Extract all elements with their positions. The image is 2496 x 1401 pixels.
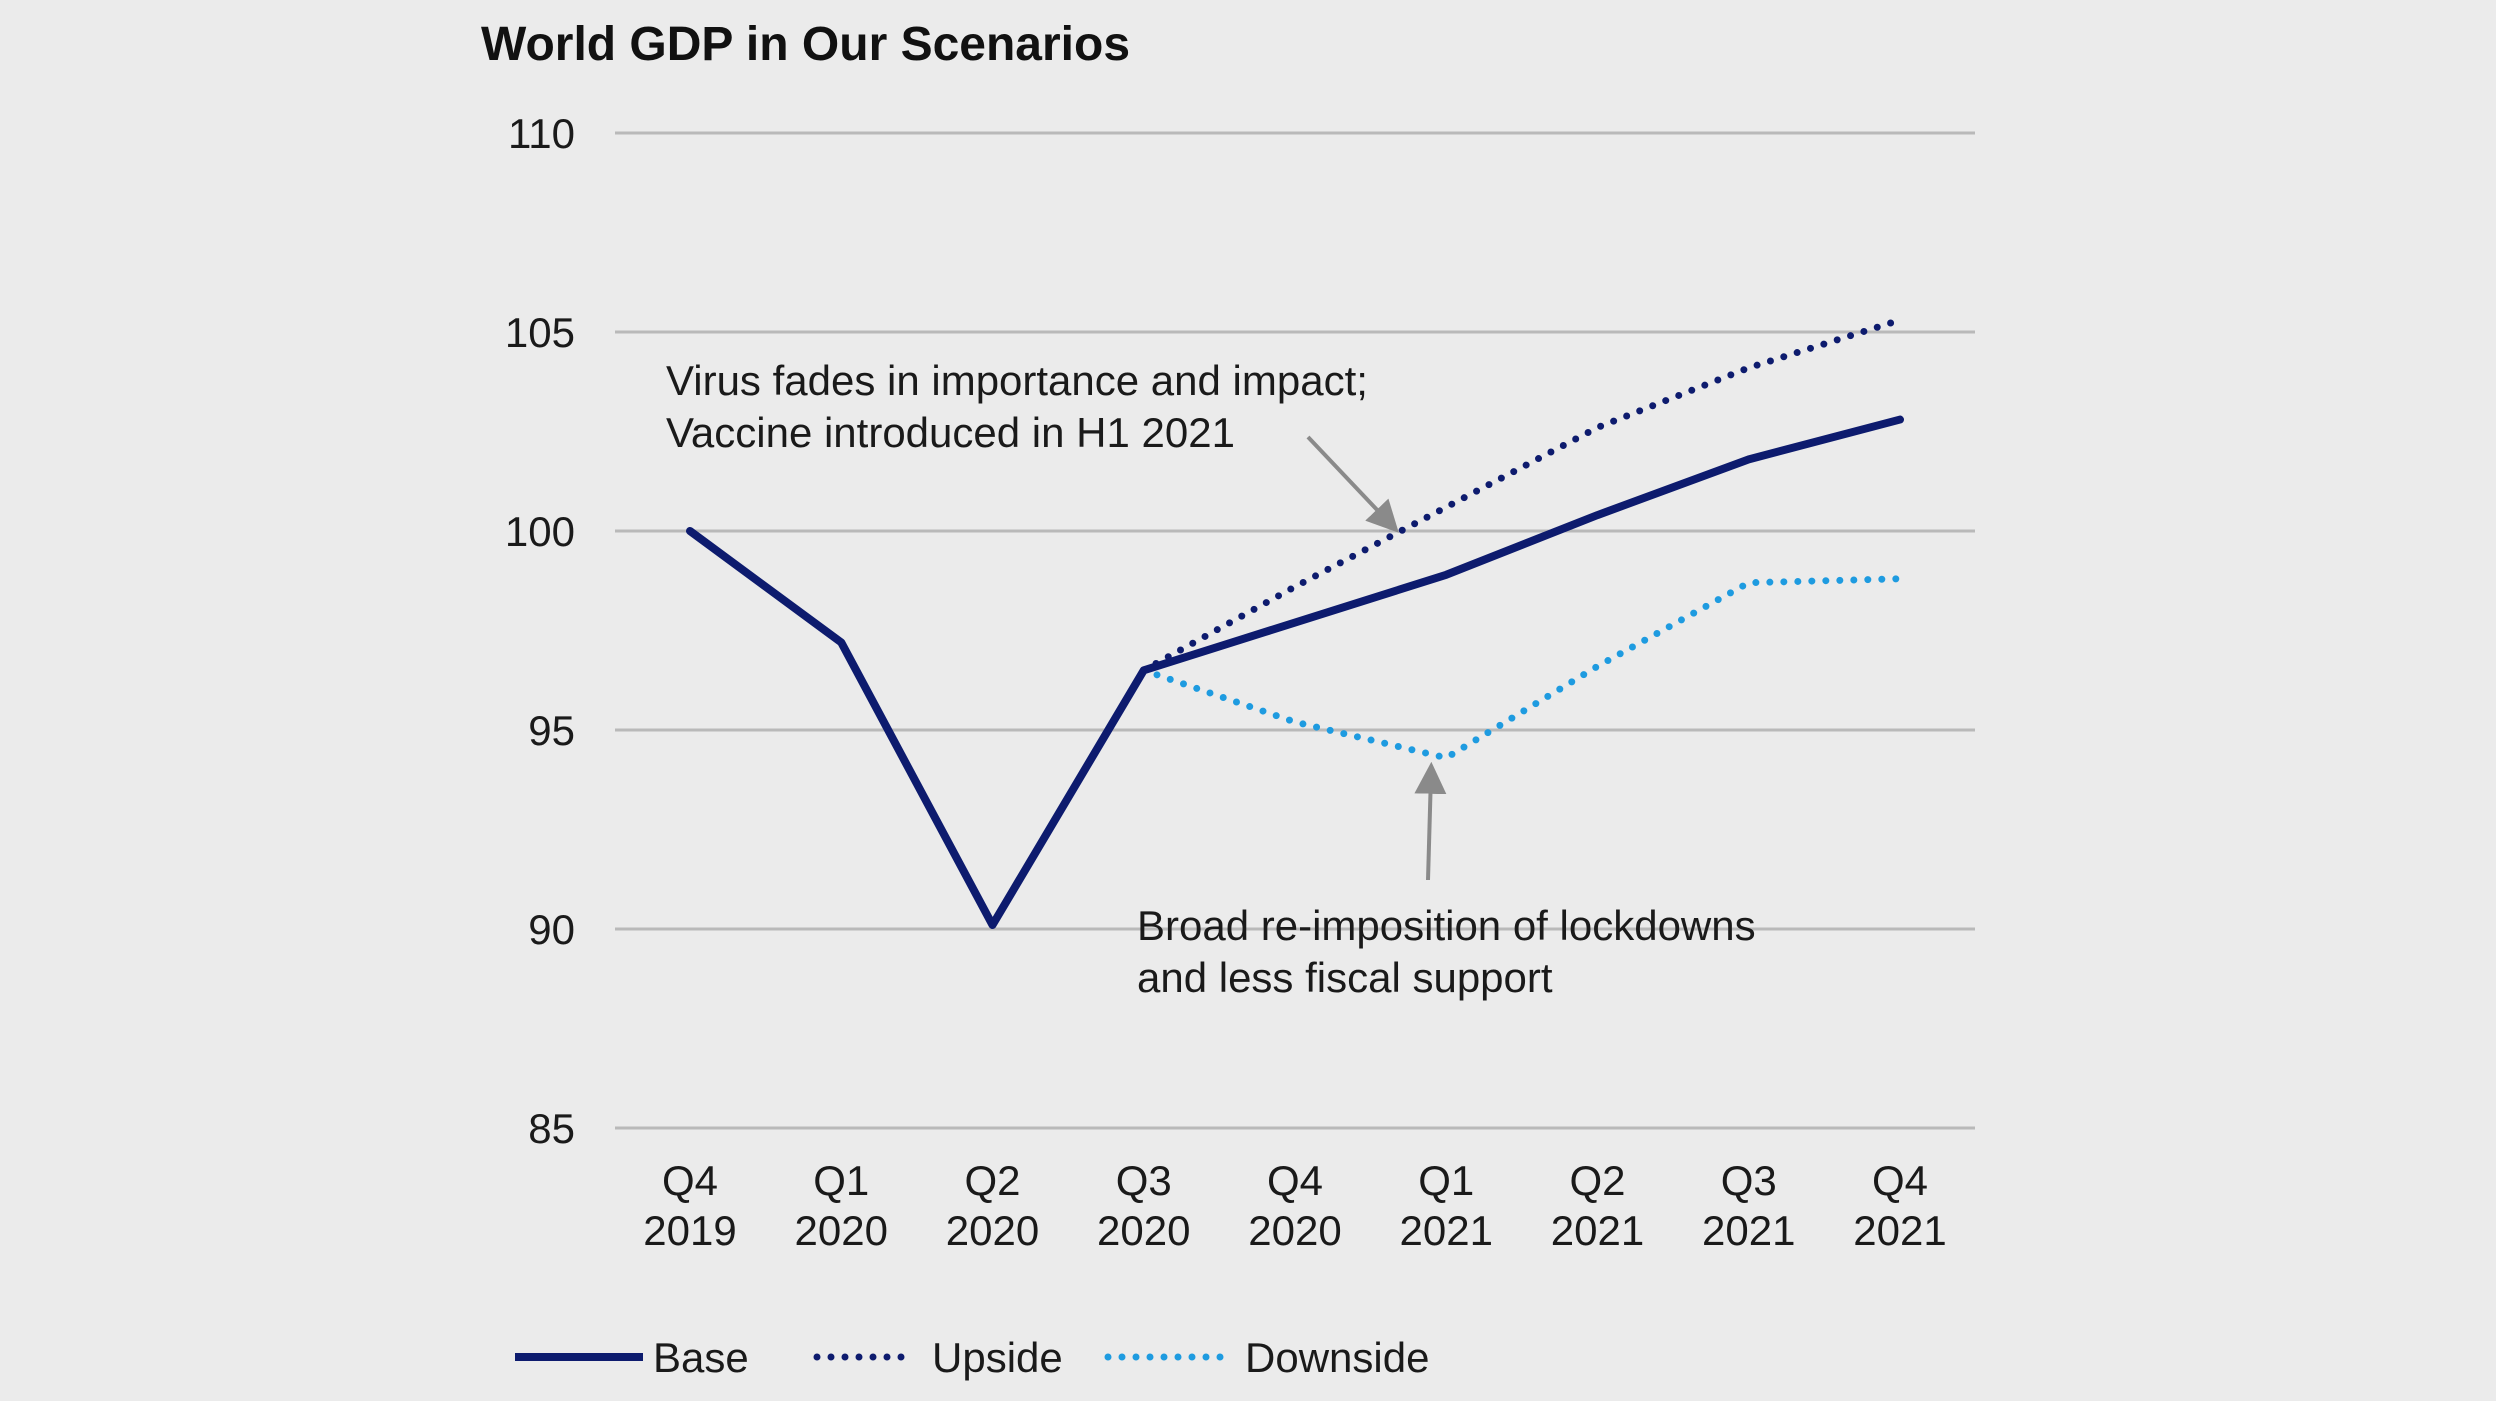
x-tick-label-q3-2021: Q3 2021 [1702,1157,1795,1254]
y-tick-label-85: 85 [528,1105,575,1152]
x-tick-label-q1-2021: Q1 2021 [1400,1157,1493,1254]
x-tick-label-q4-2020: Q4 2020 [1248,1157,1341,1254]
legend-label-downside: Downside [1245,1334,1429,1381]
series-line-downside [1140,575,1904,762]
annotation-arrows [1306,435,1447,881]
series-line-base [686,415,1904,930]
y-tick-label-100: 100 [505,508,575,555]
x-tick-label-q2-2020: Q2 2020 [946,1157,1039,1254]
x-tick-label-q3-2020: Q3 2020 [1097,1157,1190,1254]
annotations: Virus fades in importance and impact; Vac… [666,357,1756,1001]
legend: Base Upside Downside [515,1334,1429,1381]
x-tick-label-q4-2021: Q4 2021 [1853,1157,1946,1254]
x-axis-tick-labels: Q4 2019 Q1 2020 Q2 2020 Q3 2020 Q4 2020 Q1 2021 Q2 20… [643,1157,1946,1254]
chart-title: World GDP in Our Scenarios [481,18,1130,71]
y-tick-label-90: 90 [528,906,575,953]
x-tick-label-q1-2020: Q1 2020 [795,1157,888,1254]
y-axis-tick-labels: 85 90 95 100 105 110 [505,110,575,1152]
legend-label-base: Base [653,1334,749,1381]
series-lines [686,316,1904,930]
y-tick-label-95: 95 [528,707,575,754]
downside-annotation-arrow [1414,761,1447,881]
x-tick-label-q4-2019: Q4 2019 [643,1157,736,1254]
y-tick-label-105: 105 [505,309,575,356]
gridlines [615,131,1975,1130]
upside-annotation-text: Virus fades in importance and impact; Vac… [666,357,1368,456]
legend-label-upside: Upside [932,1334,1063,1381]
y-tick-label-110: 110 [508,110,575,157]
downside-annotation-text: Broad re-imposition of lockdowns and less… [1137,902,1756,1001]
x-tick-label-q2-2021: Q2 2021 [1551,1157,1644,1254]
upside-annotation-arrow [1306,435,1399,533]
